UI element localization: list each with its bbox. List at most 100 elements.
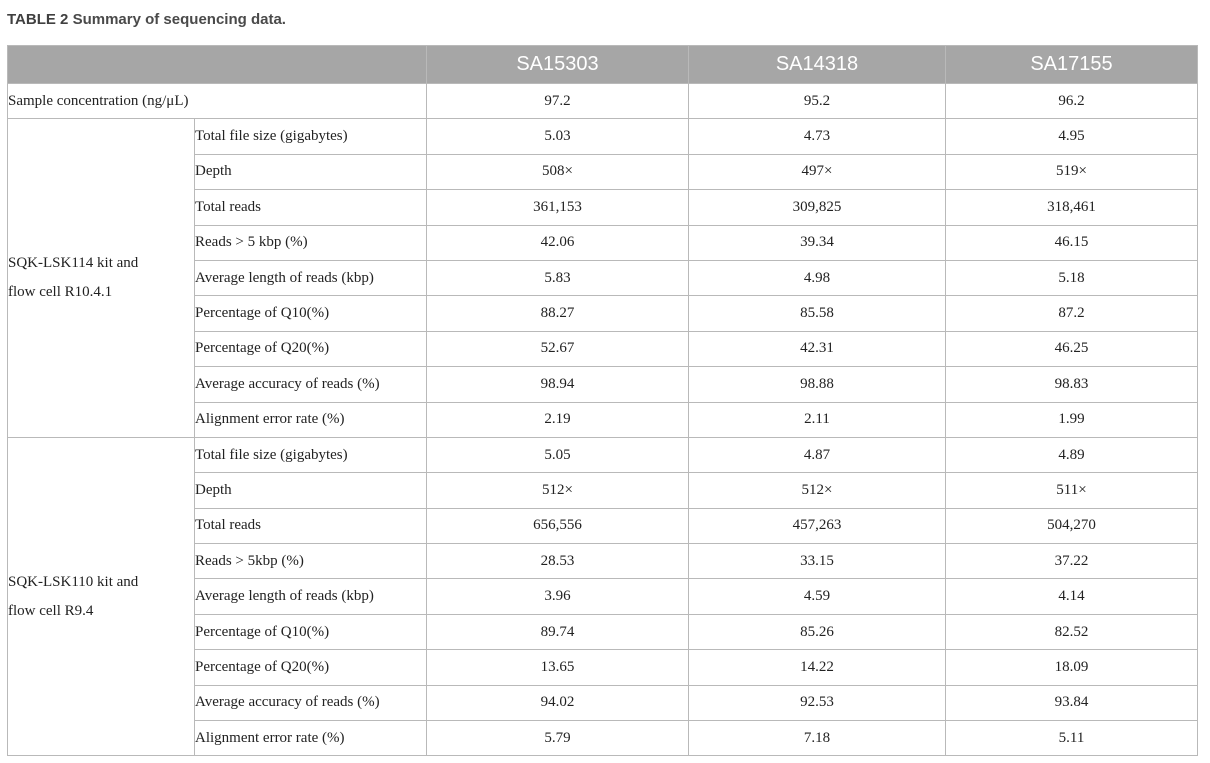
group-label: SQK-LSK114 kit and flow cell R10.4.1 [7, 118, 195, 438]
cell-value: 42.31 [688, 330, 946, 368]
column-header: SA15303 [426, 45, 689, 84]
cell-value: 4.98 [688, 259, 946, 297]
cell-value: 98.83 [945, 366, 1198, 403]
sequencing-summary-table: SA15303 SA14318 SA17155 Sample concentra… [7, 45, 1198, 757]
row-label: Sample concentration (ng/μL) [7, 82, 427, 120]
metric-label: Reads > 5kbp (%) [194, 543, 427, 580]
cell-value: 4.87 [688, 436, 946, 474]
cell-value: 497× [688, 153, 946, 191]
table-row: Total reads 361,153 309,825 318,461 [8, 189, 1198, 226]
table-row: Percentage of Q20(%) 13.65 14.22 18.09 [8, 649, 1198, 686]
metric-label: Depth [194, 472, 427, 509]
table-row: Alignment error rate (%) 2.19 2.11 1.99 [8, 401, 1198, 438]
caption-title: Summary of sequencing data. [72, 11, 286, 28]
group-label-line: SQK-LSK114 kit and [8, 255, 139, 272]
cell-value: 4.73 [688, 118, 946, 155]
table-body: Sample concentration (ng/μL) 97.2 95.2 9… [7, 82, 1198, 757]
cell-value: 18.09 [945, 649, 1198, 686]
cell-value: 2.19 [426, 401, 689, 438]
group-label-line: flow cell R9.4 [8, 602, 94, 619]
cell-value: 28.53 [426, 543, 689, 580]
cell-value: 88.27 [426, 295, 689, 332]
cell-value: 457,263 [688, 507, 946, 545]
cell-value: 39.34 [688, 224, 946, 261]
table-row: Depth 512× 512× 511× [8, 472, 1198, 509]
table-row: Sample concentration (ng/μL) 97.2 95.2 9… [7, 82, 1198, 120]
table-row: Average accuracy of reads (%) 94.02 92.53 9… [8, 684, 1198, 722]
cell-value: 511× [945, 472, 1198, 509]
cell-value: 46.25 [945, 330, 1198, 368]
table-row: Average length of reads (kbp) 3.96 4.59 4.1… [8, 578, 1198, 615]
table-row: Percentage of Q10(%) 88.27 85.58 87.2 [8, 295, 1198, 332]
cell-value: 5.83 [426, 259, 689, 297]
table-row: SQK-LSK114 kit and flow cell R10.4.1 Total… [7, 118, 1198, 438]
cell-value: 93.84 [945, 684, 1198, 722]
cell-value: 512× [688, 472, 946, 509]
metric-label: Average length of reads (kbp) [194, 259, 427, 297]
table-caption: TABLE 2 Summary of sequencing data. [7, 11, 286, 28]
cell-value: 2.11 [688, 401, 946, 438]
cell-value: 98.88 [688, 366, 946, 403]
cell-value: 14.22 [688, 649, 946, 686]
table-row: Percentage of Q20(%) 52.67 42.31 46.25 [8, 330, 1198, 368]
cell-value: 89.74 [426, 613, 689, 651]
cell-value: 512× [426, 472, 689, 509]
cell-value: 1.99 [945, 401, 1198, 438]
caption-label: TABLE 2 [7, 11, 69, 28]
cell-value: 46.15 [945, 224, 1198, 261]
cell-value: 94.02 [426, 684, 689, 722]
metric-label: Total reads [194, 189, 427, 226]
cell-value: 5.03 [426, 118, 689, 155]
cell-value: 5.11 [945, 720, 1198, 757]
metric-label: Total reads [194, 507, 427, 545]
cell-value: 519× [945, 153, 1198, 191]
column-header: SA17155 [945, 45, 1198, 84]
group-label: SQK-LSK110 kit and flow cell R9.4 [7, 436, 195, 757]
table-row: Depth 508× 497× 519× [8, 153, 1198, 191]
cell-value: 309,825 [688, 189, 946, 226]
table-row: Average accuracy of reads (%) 98.94 98.88 9… [8, 366, 1198, 403]
metric-label: Alignment error rate (%) [194, 401, 427, 438]
cell-value: 33.15 [688, 543, 946, 580]
metric-label: Alignment error rate (%) [194, 720, 427, 757]
cell-value: 37.22 [945, 543, 1198, 580]
cell-value: 95.2 [688, 82, 946, 120]
metric-label: Average length of reads (kbp) [194, 578, 427, 615]
cell-value: 4.59 [688, 578, 946, 615]
group-label-line: flow cell R10.4.1 [8, 284, 113, 301]
cell-value: 656,556 [426, 507, 689, 545]
metric-label: Total file size (gigabytes) [194, 118, 427, 155]
cell-value: 5.79 [426, 720, 689, 757]
cell-value: 508× [426, 153, 689, 191]
column-header: SA14318 [688, 45, 946, 84]
table-row: Alignment error rate (%) 5.79 7.18 5.11 [8, 720, 1198, 757]
metric-label: Total file size (gigabytes) [194, 436, 427, 474]
group-label-line: SQK-LSK110 kit and [8, 573, 139, 590]
metric-label: Average accuracy of reads (%) [194, 684, 427, 722]
header-row: SA15303 SA14318 SA17155 [7, 45, 1198, 84]
cell-value: 42.06 [426, 224, 689, 261]
cell-value: 4.89 [945, 436, 1198, 474]
cell-value: 361,153 [426, 189, 689, 226]
cell-value: 5.05 [426, 436, 689, 474]
cell-value: 97.2 [426, 82, 689, 120]
metric-label: Percentage of Q20(%) [194, 649, 427, 686]
cell-value: 3.96 [426, 578, 689, 615]
table-row: SQK-LSK110 kit and flow cell R9.4 Total fi… [7, 436, 1198, 757]
metric-label: Percentage of Q20(%) [194, 330, 427, 368]
table-row: Average length of reads (kbp) 5.83 4.98 5.1… [8, 259, 1198, 297]
cell-value: 85.58 [688, 295, 946, 332]
metric-label: Reads > 5 kbp (%) [194, 224, 427, 261]
cell-value: 13.65 [426, 649, 689, 686]
cell-value: 85.26 [688, 613, 946, 651]
metric-label: Percentage of Q10(%) [194, 613, 427, 651]
cell-value: 318,461 [945, 189, 1198, 226]
cell-value: 4.14 [945, 578, 1198, 615]
cell-value: 4.95 [945, 118, 1198, 155]
table-row: Reads > 5 kbp (%) 42.06 39.34 46.15 [8, 224, 1198, 261]
cell-value: 98.94 [426, 366, 689, 403]
metric-label: Percentage of Q10(%) [194, 295, 427, 332]
cell-value: 82.52 [945, 613, 1198, 651]
metric-label: Average accuracy of reads (%) [194, 366, 427, 403]
cell-value: 5.18 [945, 259, 1198, 297]
